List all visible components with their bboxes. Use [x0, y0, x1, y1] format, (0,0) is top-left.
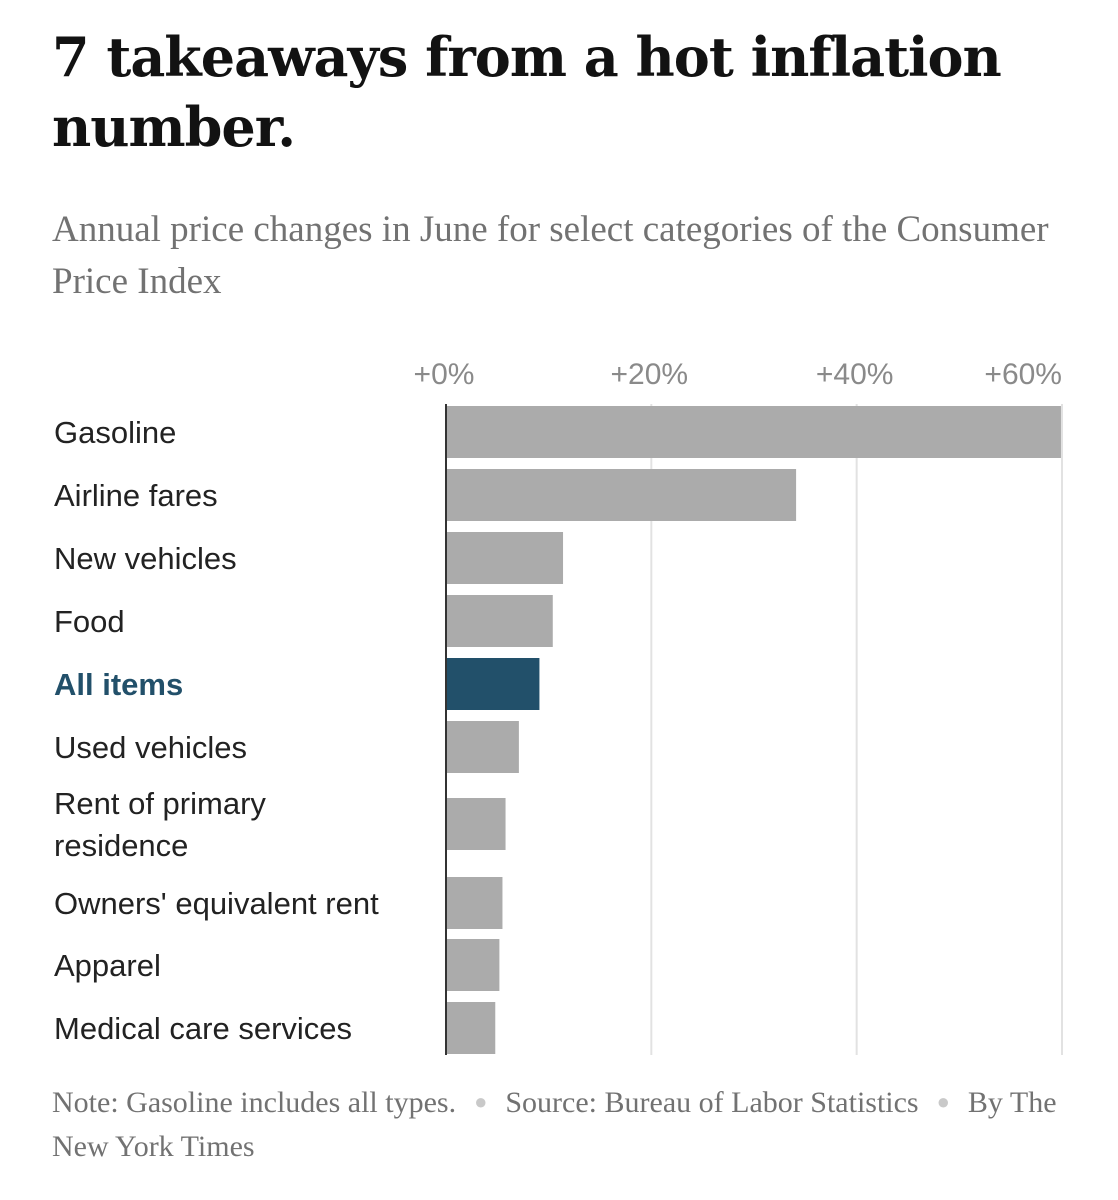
category-label: Owners' equivalent rent — [54, 886, 379, 921]
bar — [446, 595, 553, 647]
chart-byline: By The New York Times — [52, 1086, 1057, 1163]
category-label: Used vehicles — [54, 730, 247, 765]
chart-footer: Note: Gasoline includes all types. ● Sourc… — [52, 1080, 1062, 1169]
category-label: New vehicles — [54, 541, 237, 576]
category-label: All items — [54, 667, 183, 702]
separator-dot: ● — [936, 1089, 950, 1114]
bar-chart: +0% +20% +40% +60% Gasoline Airline fares New… — [54, 358, 1063, 1055]
bar — [446, 939, 500, 991]
bar — [446, 532, 564, 584]
bar — [446, 658, 540, 710]
x-axis-ticks: +0% +20% +40% +60% — [414, 358, 1062, 391]
category-label: residence — [54, 828, 188, 863]
bar — [446, 798, 506, 850]
category-labels: Gasoline Airline fares New vehicles Food All… — [54, 415, 379, 1046]
category-label: Medical care services — [54, 1011, 352, 1046]
x-tick-label: +40% — [816, 358, 894, 391]
chart-note: Note: Gasoline includes all types. — [52, 1086, 457, 1119]
bar — [446, 877, 503, 929]
category-label: Food — [54, 604, 125, 639]
separator-dot: ● — [474, 1089, 488, 1114]
x-tick-label: +20% — [611, 358, 689, 391]
chart-source: Source: Bureau of Labor Statistics — [505, 1086, 919, 1119]
category-label: Gasoline — [54, 415, 176, 450]
bar — [446, 469, 797, 521]
bars — [446, 406, 1061, 1054]
x-tick-label: +60% — [984, 358, 1062, 391]
category-label: Rent of primary — [54, 786, 266, 821]
chart-title: 7 takeaways from a hot inflation number. — [52, 25, 1002, 159]
category-label: Airline fares — [54, 478, 218, 513]
category-label: Apparel — [54, 948, 161, 983]
bar — [446, 1002, 496, 1054]
bar — [446, 406, 1061, 458]
bar — [446, 721, 519, 773]
x-tick-label: +0% — [414, 358, 475, 391]
chart-subtitle: Annual price changes in June for select … — [52, 209, 1049, 302]
